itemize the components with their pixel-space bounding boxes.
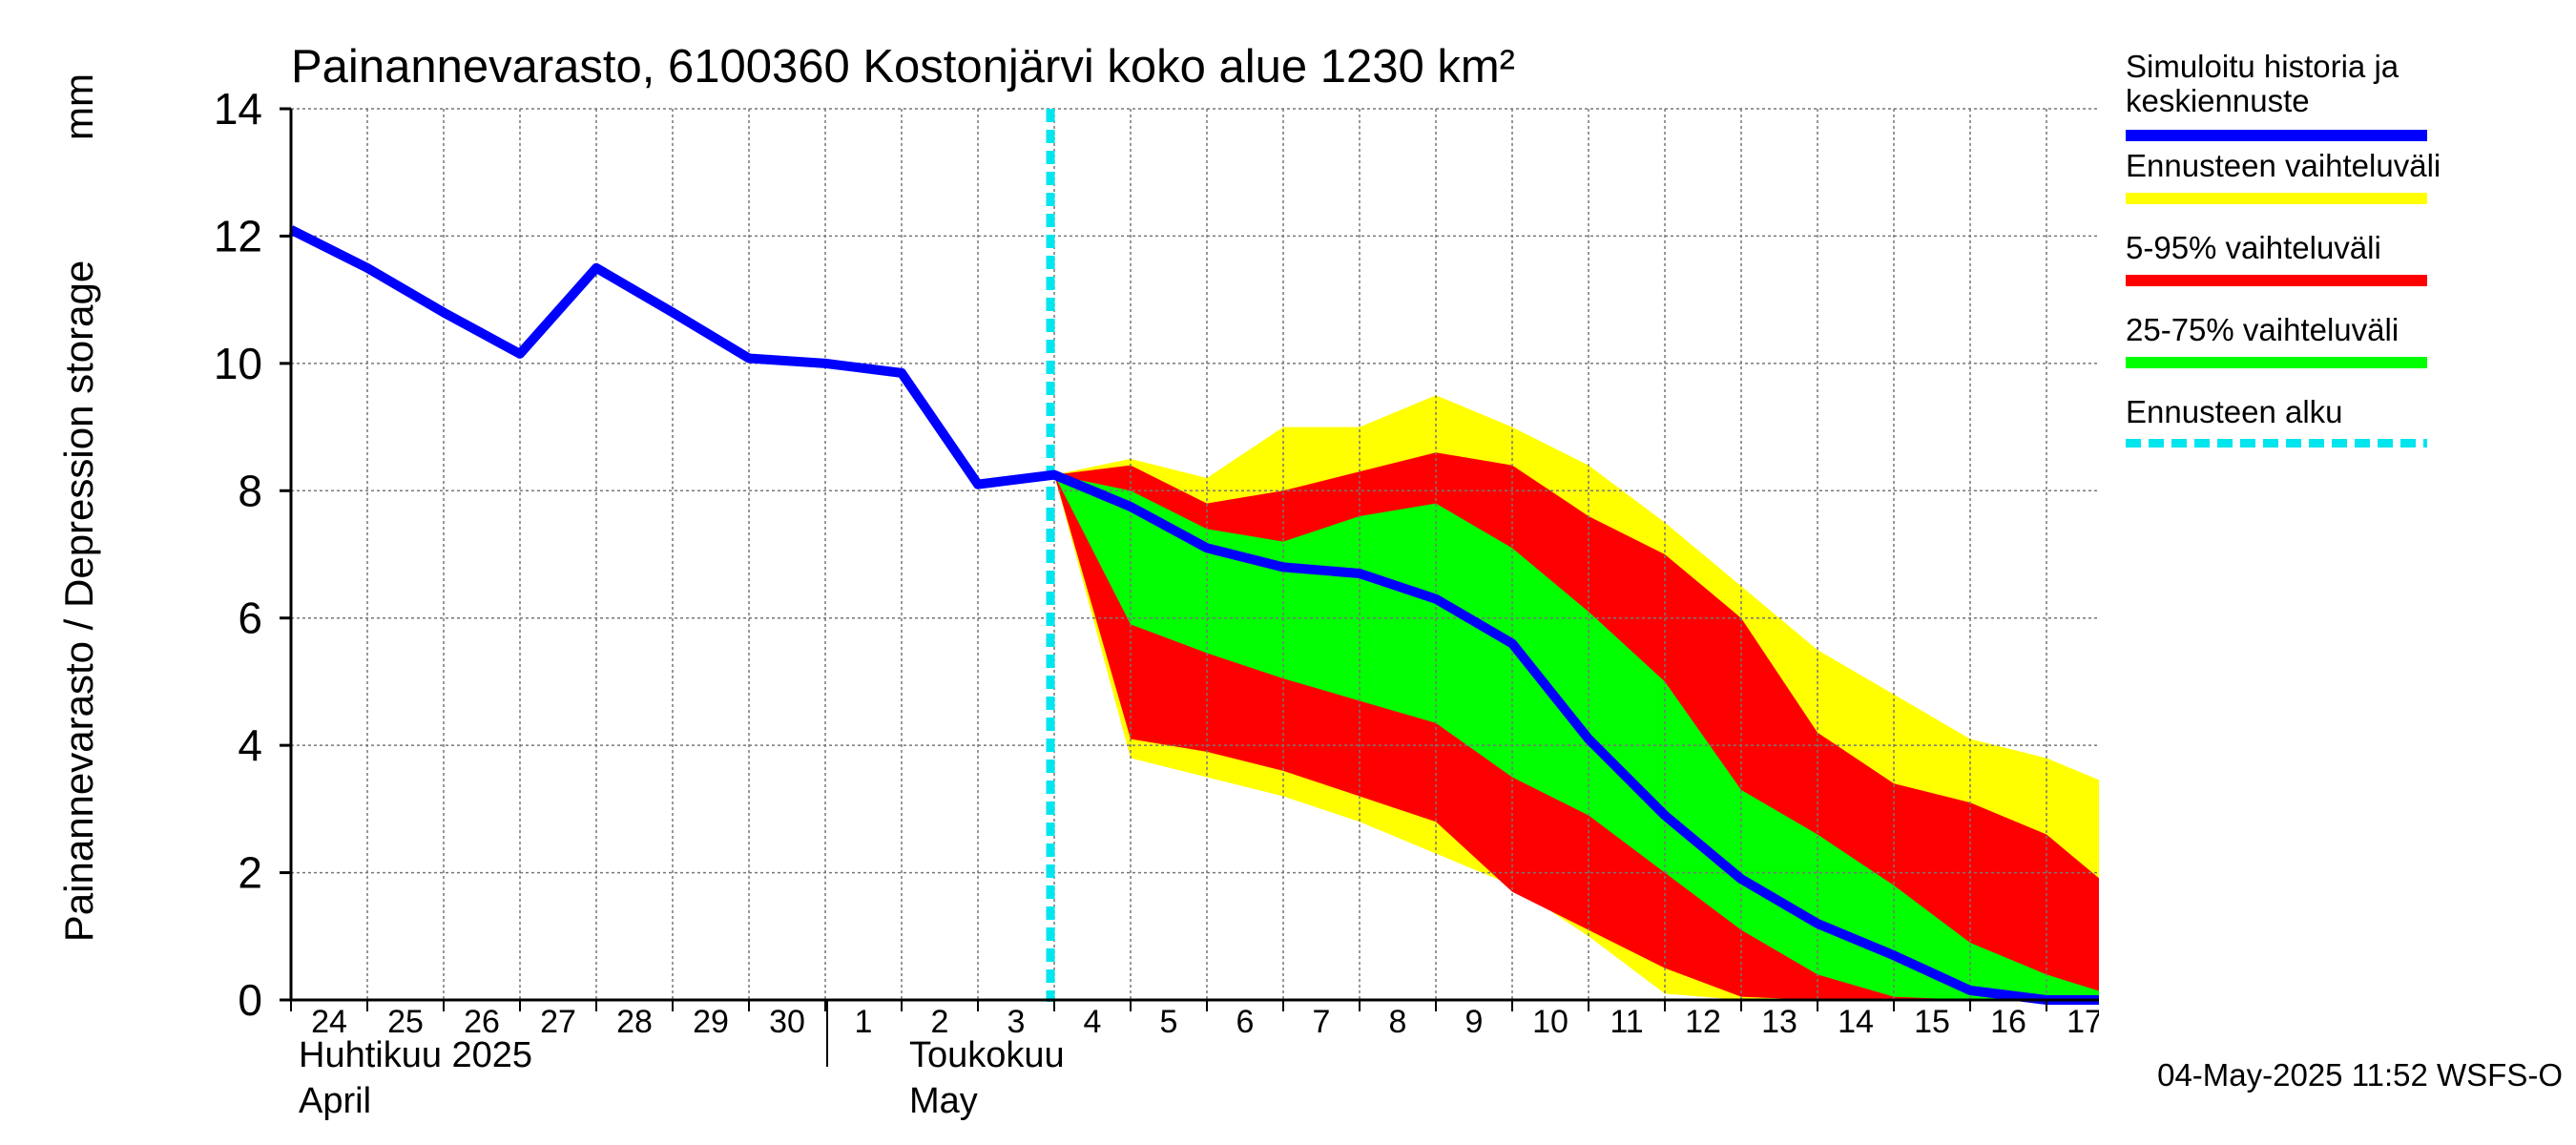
legend-item: 25-75% vaihteluväli <box>2126 313 2545 395</box>
y-tick-label: 10 <box>214 339 262 388</box>
legend-item: Ennusteen alku <box>2126 395 2545 477</box>
legend-item: Simuloitu historia ja keskiennuste <box>2126 50 2545 149</box>
y-tick-label: 12 <box>214 211 262 260</box>
history-series-line <box>288 225 2099 1005</box>
x-tick-label: 9 <box>1465 1004 1484 1040</box>
x-tick-label: 8 <box>1389 1004 1407 1040</box>
y-tick-label: 8 <box>238 466 262 515</box>
y-axis-unit: mm <box>56 73 101 140</box>
legend-label: Simuloitu historia ja keskiennuste <box>2126 49 2399 118</box>
x-tick-label: 28 <box>616 1004 653 1040</box>
month-label-en: April <box>299 1081 371 1121</box>
month-label-fi: Toukokuu <box>909 1035 1065 1075</box>
history-group <box>288 225 2099 1005</box>
x-tick-label: 14 <box>1838 1004 1874 1040</box>
legend-swatch <box>2126 439 2427 448</box>
x-tick-label: 27 <box>540 1004 576 1040</box>
x-tick-label: 12 <box>1685 1004 1721 1040</box>
x-tick-label: 11 <box>1610 1004 1643 1040</box>
legend-item: 5-95% vaihteluväli <box>2126 231 2545 313</box>
y-tick-label: 4 <box>238 720 262 770</box>
y-tick-label: 2 <box>238 848 262 898</box>
legend-swatch <box>2126 275 2427 286</box>
legend-label: 5-95% vaihteluväli <box>2126 230 2381 265</box>
chart-title: Painannevarasto, 6100360 Kostonjärvi kok… <box>291 41 1515 93</box>
y-tick-label: 0 <box>238 975 262 1025</box>
x-tick-label: 2 <box>931 1004 949 1040</box>
legend-swatch <box>2126 357 2427 368</box>
month-label-en: May <box>909 1081 978 1121</box>
timestamp: 04-May-2025 11:52 WSFS-O <box>2157 1057 2563 1093</box>
legend-label: Ennusteen alku <box>2126 394 2343 429</box>
x-tick-label: 26 <box>464 1004 500 1040</box>
x-tick-label: 7 <box>1313 1004 1331 1040</box>
band-2 <box>1054 474 2099 1000</box>
legend-swatch <box>2126 130 2427 141</box>
y-tick-label: 14 <box>214 84 262 134</box>
x-tick-label: 3 <box>1008 1004 1026 1040</box>
x-tick-label: 24 <box>311 1004 347 1040</box>
x-tick-label: 30 <box>769 1004 805 1040</box>
y-axis-label: Painannevarasto / Depression storage <box>56 260 101 942</box>
x-tick-label: 13 <box>1761 1004 1797 1040</box>
x-tick-label: 6 <box>1236 1004 1255 1040</box>
x-tick-label: 1 <box>855 1004 873 1040</box>
x-tick-label: 25 <box>387 1004 424 1040</box>
legend-item: Ennusteen vaihteluväli <box>2126 149 2545 231</box>
legend-label: Ennusteen vaihteluväli <box>2126 148 2441 183</box>
x-tick-label: 10 <box>1532 1004 1568 1040</box>
legend-swatch <box>2126 193 2427 204</box>
x-tick-label: 17 <box>2067 1004 2099 1040</box>
legend: Simuloitu historia ja keskiennuste Ennust… <box>2126 50 2545 477</box>
y-tick-label: 6 <box>238 593 262 643</box>
x-tick-label: 29 <box>693 1004 729 1040</box>
forecast-bands <box>1054 395 2099 1000</box>
x-tick-label: 5 <box>1160 1004 1178 1040</box>
legend-label: 25-75% vaihteluväli <box>2126 312 2399 347</box>
x-tick-label: 15 <box>1914 1004 1950 1040</box>
x-tick-label: 4 <box>1084 1004 1102 1040</box>
month-label-fi: Huhtikuu 2025 <box>299 1035 532 1075</box>
x-tick-label: 16 <box>1990 1004 2026 1040</box>
